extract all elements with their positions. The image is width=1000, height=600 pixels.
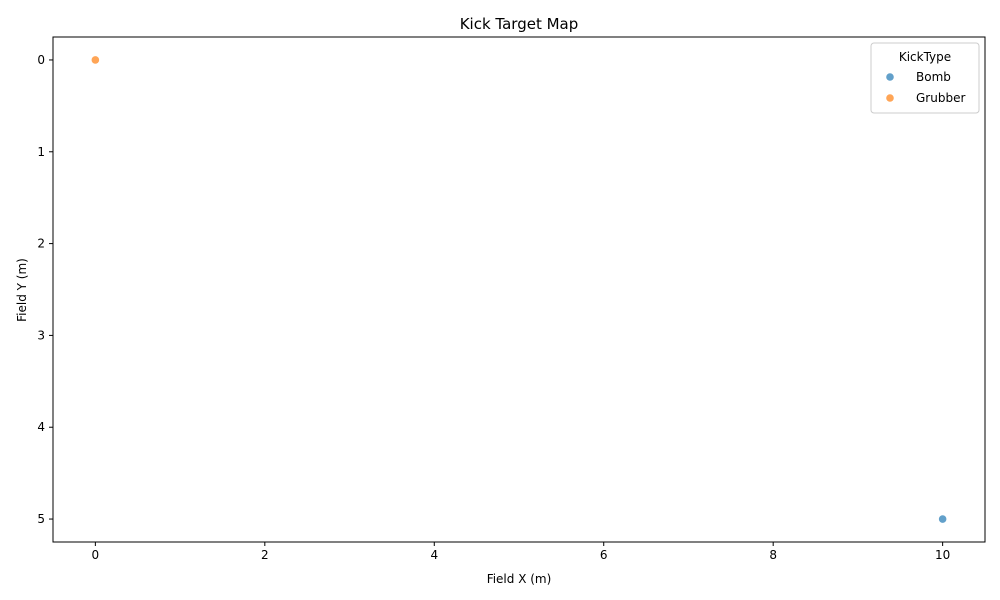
y-axis-ticks: 0 1 2 3 4 5 [37,53,53,526]
legend: KickType Bomb Grubber [870,42,980,114]
y-tick-label: 1 [37,145,45,159]
x-tick-label: 4 [430,548,438,562]
chart-title: Kick Target Map [460,15,579,33]
legend-items: Bomb Grubber [886,70,965,105]
y-axis-label: Field Y (m) [15,258,29,322]
legend-marker-bomb [886,73,894,81]
y-tick-label: 2 [37,237,45,251]
legend-box [870,42,980,114]
x-tick-label: 0 [92,548,100,562]
data-points [91,56,947,523]
x-axis-ticks: 0 2 4 6 8 10 [92,542,950,562]
plot-frame [52,36,986,543]
y-tick-label: 5 [37,512,45,526]
legend-title: KickType [899,50,951,64]
x-tick-label: 10 [935,548,950,562]
y-tick-label: 3 [37,328,45,342]
x-tick-label: 8 [769,548,777,562]
data-point-bomb [938,515,947,523]
x-tick-label: 2 [261,548,269,562]
legend-label-bomb: Bomb [916,70,951,84]
legend-label-grubber: Grubber [916,91,965,105]
data-point-grubber [91,56,100,64]
legend-marker-grubber [886,94,894,102]
x-axis-label: Field X (m) [487,572,552,586]
x-tick-label: 6 [600,548,608,562]
y-tick-label: 0 [37,53,45,67]
y-tick-label: 4 [37,420,45,434]
